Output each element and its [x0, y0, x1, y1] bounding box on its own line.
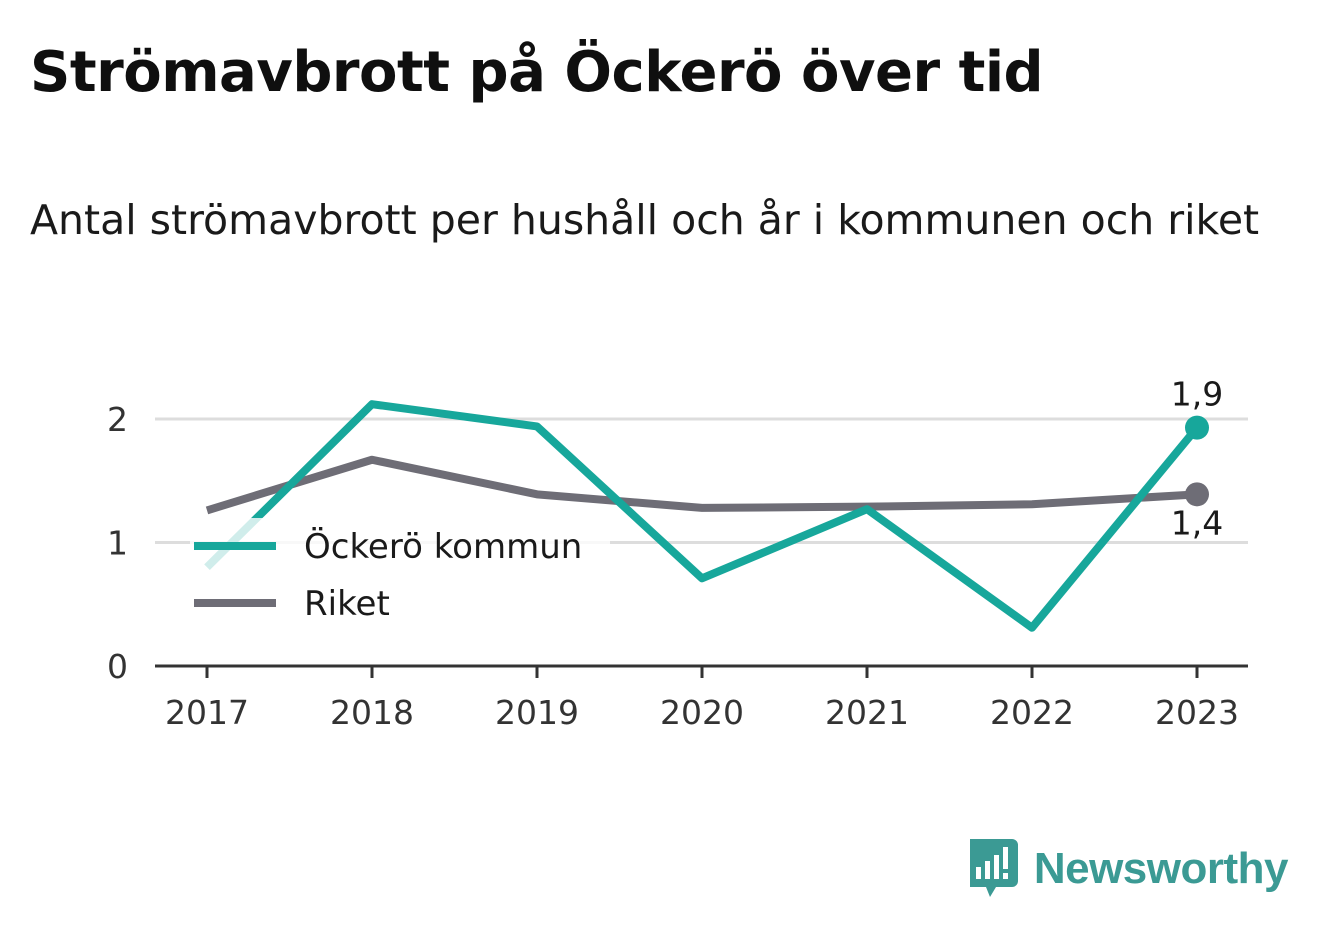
- endpoint-marker-ockero: [1185, 415, 1209, 440]
- newsworthy-logo-icon: [969, 839, 1018, 897]
- brand-name: Newsworthy: [1033, 844, 1289, 893]
- legend-background: [190, 518, 610, 633]
- x-tick-label: 2017: [165, 693, 249, 732]
- y-tick-label: 1: [107, 524, 128, 563]
- legend-label: Riket: [304, 584, 390, 624]
- series-line-riket: [205, 455, 1198, 515]
- chart-subtitle: Antal strömavbrott per hushåll och år i …: [30, 196, 1260, 244]
- y-tick-label: 2: [107, 400, 128, 439]
- chart-title: Strömavbrott på Öckerö över tid: [30, 40, 1044, 105]
- end-label-riket: 1,4: [1171, 503, 1223, 542]
- legend: Öckerö kommun Riket: [190, 518, 610, 633]
- brand-logo: Newsworthy: [966, 837, 1289, 901]
- endpoint-marker-riket: [1185, 482, 1209, 507]
- x-tick-label: 2019: [495, 693, 579, 732]
- axes: 0 1 2 2017 2018 2019 2020 2021 2022 2023: [107, 400, 1248, 732]
- x-tick-label: 2021: [825, 693, 909, 732]
- series-lines: [204, 400, 1201, 632]
- data-labels: 1,9 1,4: [1171, 375, 1223, 543]
- legend-label: Öckerö kommun: [304, 526, 582, 567]
- x-tick-label: 2022: [990, 693, 1074, 732]
- x-tick-label: 2023: [1155, 693, 1239, 732]
- x-tick-label: 2020: [660, 693, 744, 732]
- series-line-ockero: [204, 400, 1201, 632]
- end-label-ockero: 1,9: [1171, 375, 1223, 414]
- x-tick-label: 2018: [330, 693, 414, 732]
- y-tick-label: 0: [107, 647, 128, 686]
